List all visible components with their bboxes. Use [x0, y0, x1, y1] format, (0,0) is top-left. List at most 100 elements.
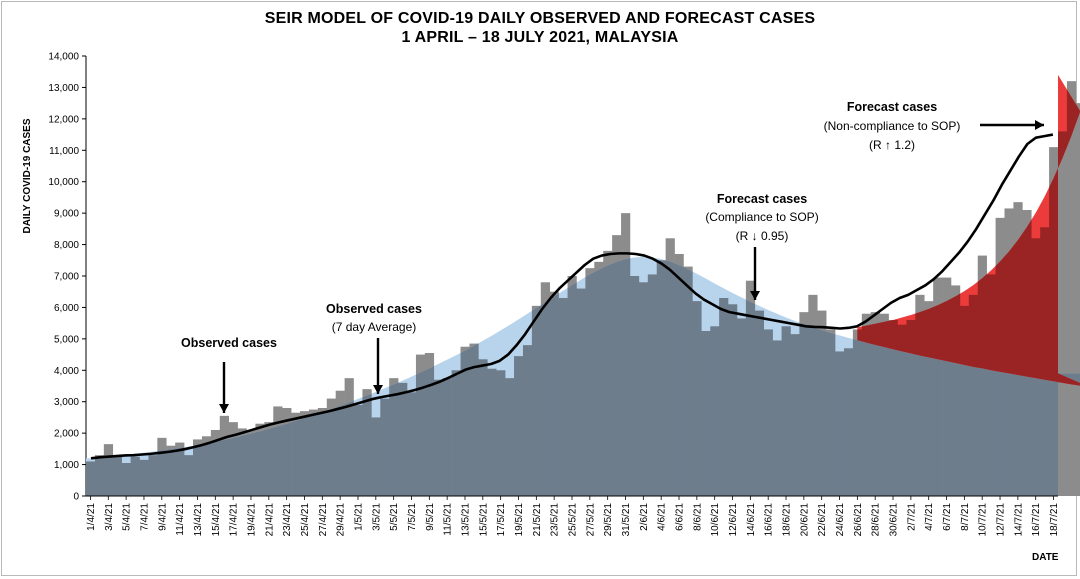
overlap-bar: [621, 256, 631, 496]
x-tick-label: 25/5/21: [568, 503, 579, 537]
overlap-bar: [496, 370, 506, 496]
y-tick-label: 3,000: [54, 397, 79, 408]
y-tick-label: 8,000: [54, 240, 79, 251]
x-tick-label: 15/4/21: [211, 503, 222, 537]
x-tick-label: 14/6/21: [746, 503, 757, 537]
overlap-bar: [371, 417, 381, 496]
overlap-bar: [326, 398, 336, 496]
x-tick-label: 10/7/21: [978, 503, 989, 537]
overlap-bar: [94, 455, 105, 496]
y-tick-label: 6,000: [54, 303, 79, 314]
overlap-bar: [754, 310, 765, 496]
noncompliance-overlap-bar: [1022, 210, 1032, 387]
x-tick-label: 8/6/21: [692, 503, 703, 531]
y-axis: 0 1,000 2,000 3,000 4,000 5,000 6,000 7,000 8,00…: [48, 52, 87, 503]
annotation-average-sublabel: (7 day Average): [332, 320, 417, 334]
annotation-noncompliance-sublabel: (Non-compliance to SOP): [824, 119, 961, 133]
overlap-bar: [977, 256, 987, 496]
x-tick-label: 15/5/21: [478, 503, 489, 537]
overlap-bar: [415, 354, 426, 496]
x-tick-label: 2/7/21: [906, 503, 917, 531]
overlap-bar: [647, 274, 658, 496]
x-tick-label: 3/4/21: [104, 503, 115, 531]
overlap-bar: [112, 455, 122, 496]
overlap-bar: [273, 406, 283, 496]
x-tick-label: 26/6/21: [853, 503, 864, 537]
y-tick-label: 4,000: [54, 366, 79, 377]
overlap-bar: [335, 390, 345, 496]
noncompliance-overlap-bar: [1031, 238, 1041, 387]
overlap-bar: [835, 351, 845, 496]
overlap-bar: [407, 392, 417, 496]
x-tick-label: 18/7/21: [1049, 503, 1060, 537]
y-tick-label: 7,000: [54, 272, 79, 283]
annotation-compliance-label: Forecast cases: [717, 192, 807, 206]
x-tick-label: 5/5/21: [389, 503, 400, 531]
overlap-bar: [603, 256, 613, 496]
annotation-noncompliance-arrow-head: [1035, 120, 1044, 130]
noncompliance-overlap-bar: [977, 255, 987, 387]
overlap-bar: [514, 356, 524, 496]
annotation-average-arrow-head: [373, 385, 383, 394]
x-tick-label: 21/4/21: [264, 503, 275, 537]
seven-day-average-line: [90, 133, 1054, 460]
overlap-bar: [674, 256, 684, 496]
overlap-bar: [915, 294, 925, 496]
x-tick-label: 12/6/21: [728, 503, 739, 537]
overlap-bar: [772, 340, 782, 496]
x-tick-label: 24/6/21: [835, 503, 846, 537]
overlap-bar: [460, 346, 470, 496]
overlap-bar: [870, 312, 880, 496]
overlap-bar: [585, 268, 595, 496]
annotation-noncompliance-rvalue: (R ↑ 1.2): [869, 138, 915, 152]
overlap-bar: [237, 428, 247, 496]
overlap-bar: [942, 277, 952, 496]
overlap-bar: [362, 389, 372, 496]
overlap-bar: [219, 415, 229, 496]
overlap-bar: [246, 430, 256, 496]
overlap-bar: [300, 411, 310, 496]
overlap-bar: [986, 274, 996, 496]
overlap-bar: [594, 261, 604, 496]
overlap-bar: [1004, 256, 1014, 496]
overlap-bar: [612, 256, 622, 496]
overlap-bar: [469, 343, 479, 496]
x-tick-label: 23/5/21: [550, 503, 561, 537]
overlap-bar: [442, 378, 452, 496]
overlap-bar: [433, 379, 443, 496]
overlap-bar: [1075, 256, 1080, 496]
overlap-bar: [487, 368, 497, 496]
overlap-bar: [282, 408, 292, 496]
x-tick-label: 31/5/21: [621, 503, 632, 537]
x-tick-label: 17/4/21: [229, 503, 240, 537]
overlap-bar: [843, 348, 854, 496]
noncompliance-overlap-bar: [950, 285, 961, 387]
chart-subtitle: 1 APRIL – 18 JULY 2021, MALAYSIA: [401, 29, 679, 46]
chart-title: SEIR MODEL OF COVID-19 DAILY OBSERVED AN…: [264, 10, 816, 27]
noncompliance-overlap-bar: [942, 277, 952, 387]
overlap-bar: [380, 398, 390, 496]
x-tick-label: 29/4/21: [336, 503, 347, 537]
x-tick-label: 25/4/21: [300, 503, 311, 537]
overlap-bar: [950, 285, 961, 496]
noncompliance-overlap-bar: [933, 277, 943, 387]
overlap-bar: [701, 331, 711, 496]
overlap-bar: [121, 463, 131, 496]
noncompliance-overlap-bar: [1040, 227, 1050, 387]
noncompliance-overlap-bar: [915, 294, 925, 387]
annotation-observed-arrow-head: [219, 404, 229, 413]
x-tick-label: 9/4/21: [157, 503, 168, 531]
x-tick-label: 2/6/21: [639, 503, 650, 531]
noncompliance-overlap-bar: [959, 305, 970, 387]
x-tick-label: 20/6/21: [799, 503, 810, 537]
overlap-bar: [451, 370, 461, 496]
y-tick-label: 11,000: [49, 146, 79, 157]
overlap-bar: [522, 345, 533, 496]
overlap-bar: [148, 455, 158, 496]
overlap-bar: [790, 334, 800, 496]
overlap-bar: [763, 329, 773, 496]
overlap-bar: [629, 276, 640, 496]
y-tick-label: 13,000: [48, 83, 79, 94]
overlap-bar: [389, 378, 399, 496]
x-tick-label: 13/5/21: [460, 503, 471, 537]
